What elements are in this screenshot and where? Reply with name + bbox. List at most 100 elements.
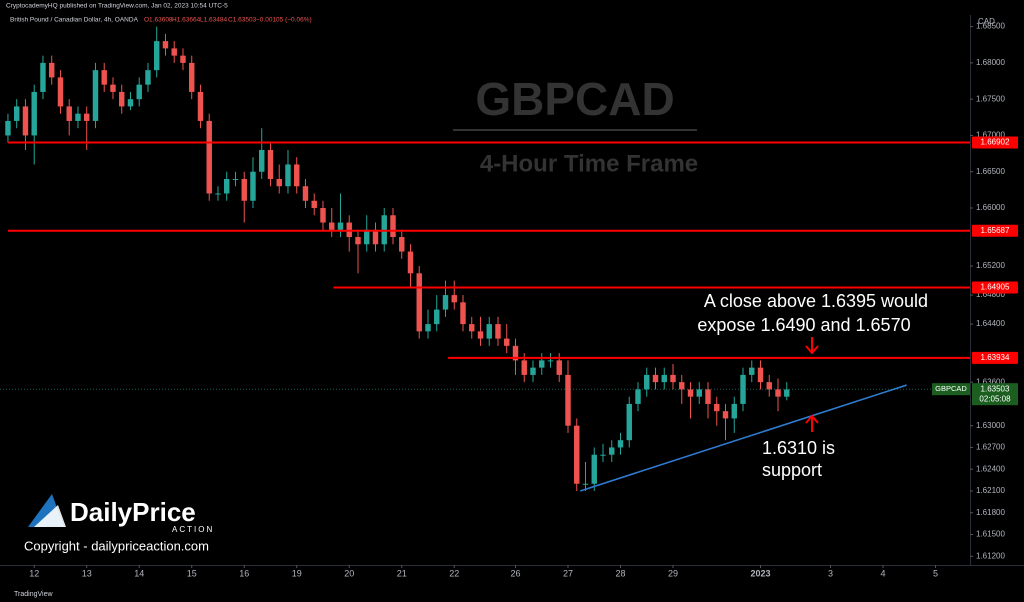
candle-body: [171, 48, 177, 56]
countdown: 02:05:08: [979, 394, 1011, 403]
candle-body: [504, 338, 510, 346]
y-tick-label: 1.66500: [976, 167, 1005, 176]
plot: 1.68500 1.68000 1.67500 1.67000 1.66500 1.660…: [0, 22, 1018, 578]
candle-body: [530, 367, 536, 375]
ohlc-legend: British Pound / Canadian Dollar, 4h, OAN…: [10, 17, 312, 24]
candle-body: [434, 309, 440, 325]
candle-body: [661, 374, 667, 383]
candle-body: [644, 374, 650, 390]
level-label: 1.63934: [981, 353, 1010, 362]
price-label: 1.63503: [981, 384, 1010, 393]
candle-body: [145, 70, 151, 85]
candle-body: [154, 41, 160, 71]
x-tick-label: 27: [563, 568, 573, 578]
candle-body: [451, 295, 457, 303]
candle-body: [14, 106, 20, 121]
y-tick-label: 1.62700: [976, 443, 1005, 452]
candle-body: [565, 374, 571, 426]
candle-body: [399, 237, 405, 252]
candle-body: [75, 113, 81, 121]
ohlc-value: −0.00105 (−0.06%): [256, 17, 312, 24]
x-tick-label: 19: [292, 568, 302, 578]
y-tick-label: 1.62100: [976, 486, 1005, 495]
candle-body: [267, 149, 274, 179]
candle-body: [740, 374, 746, 404]
candle-body: [5, 120, 11, 136]
candle-body: [355, 237, 361, 245]
candle-body: [714, 403, 720, 412]
x-tick-label: 15: [187, 568, 197, 578]
candle-body: [329, 222, 335, 230]
y-tick-label: 1.67000: [976, 131, 1005, 140]
level-label-box: [972, 351, 1018, 364]
candle-body: [617, 440, 624, 448]
candle-body: [512, 345, 519, 361]
logo-text: DailyPrice: [70, 497, 196, 527]
candle-body: [197, 91, 204, 121]
y-tick-label: 1.61500: [976, 530, 1005, 539]
candle-body: [57, 77, 64, 107]
y-tick-label: 1.62400: [976, 464, 1005, 473]
candle-body: [477, 331, 484, 339]
annotation: A close above 1.6395 would: [704, 291, 928, 311]
candle-body: [92, 70, 99, 121]
candle-body: [539, 360, 545, 368]
candle-body: [547, 360, 554, 362]
symbol: British Pound / Canadian Dollar, 4h, OAN…: [10, 17, 139, 24]
level-label: 1.65687: [981, 226, 1010, 235]
x-tick-label: 12: [29, 568, 39, 578]
level-label: 1.64905: [981, 283, 1010, 292]
candle-body: [696, 389, 702, 397]
candle-body: [521, 360, 527, 375]
candle-body: [766, 382, 772, 390]
candle-body: [294, 164, 300, 187]
x-tick-label: 28: [615, 568, 625, 578]
candle-body: [337, 222, 344, 230]
candle-body: [574, 425, 580, 484]
candle-body: [66, 106, 72, 121]
candle-body: [407, 251, 414, 274]
symbol-box: [932, 383, 970, 396]
y-tick-label: 1.66000: [976, 203, 1005, 212]
candle-body: [635, 389, 641, 404]
annotation: 1.6310 is: [762, 438, 835, 458]
candle-body: [232, 178, 239, 180]
x-tick-label: 5: [933, 568, 938, 578]
candle-body: [127, 99, 134, 107]
candle-body: [162, 41, 169, 49]
candle-body: [486, 324, 492, 339]
candle-body: [757, 367, 764, 383]
y-tick-label: 1.64800: [976, 290, 1005, 299]
arrow: [805, 414, 819, 432]
candle-body: [775, 389, 781, 397]
candle-body: [670, 374, 676, 383]
candle-body: [582, 483, 589, 485]
candle-body: [600, 454, 606, 456]
level-label-box: [972, 136, 1018, 149]
candle-body: [731, 403, 737, 419]
annotation: support: [762, 460, 822, 480]
candle-body: [40, 62, 46, 92]
x-tick-label: 4: [881, 568, 886, 578]
candle-body: [425, 324, 431, 332]
candle-body: [652, 374, 659, 383]
level-label: 1.66902: [981, 138, 1010, 147]
candle-body: [390, 215, 396, 238]
ohlc-value: H1.63664: [172, 17, 201, 24]
y-tick-label: 1.68000: [976, 58, 1005, 67]
ohlc-value: C1.63503: [228, 17, 257, 24]
candle-body: [416, 273, 422, 332]
candle-body: [311, 200, 317, 209]
candle-body: [276, 178, 282, 187]
candle-body: [679, 382, 685, 390]
y-tick-label: 1.63600: [976, 377, 1005, 386]
candle-body: [136, 84, 142, 100]
y-tick-label: 1.61200: [976, 551, 1005, 560]
trendline: [580, 384, 907, 492]
candle-body: [469, 324, 475, 332]
x-tick-label: 22: [449, 568, 459, 578]
candle-body: [31, 91, 37, 136]
candle-body: [442, 295, 449, 310]
candle-body: [302, 186, 309, 201]
